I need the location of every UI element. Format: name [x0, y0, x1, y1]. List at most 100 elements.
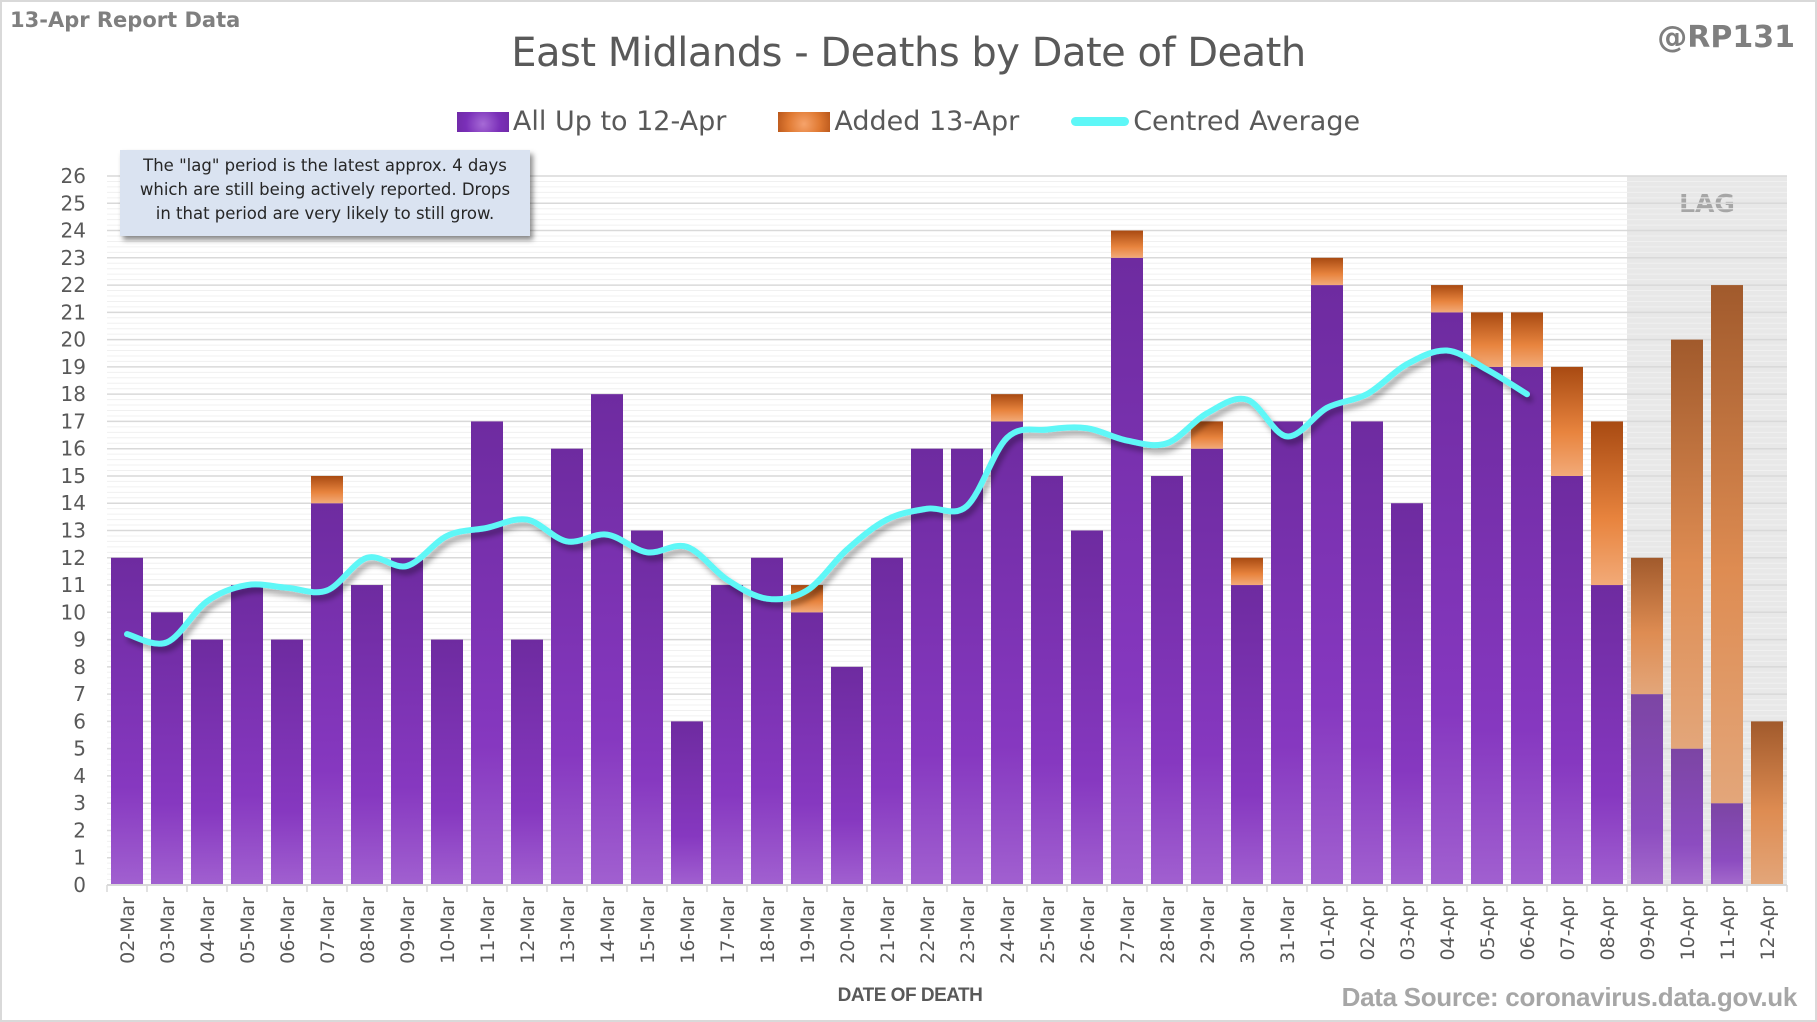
bar-all-up-to-12-apr [391, 557, 423, 885]
x-tick-label: 07-Apr [1557, 897, 1579, 961]
x-tick-label: 13-Mar [557, 897, 579, 964]
y-tick-label: 4 [73, 764, 86, 788]
bar-all-up-to-12-apr [1471, 366, 1503, 885]
bar-all-up-to-12-apr [1631, 694, 1663, 885]
bar-added-13-apr [1111, 230, 1143, 258]
bar-all-up-to-12-apr [1711, 803, 1743, 885]
cyan-line-swatch-icon [1071, 117, 1130, 126]
bar-all-up-to-12-apr [711, 585, 743, 885]
bar-all-up-to-12-apr [1671, 748, 1703, 885]
bar-all-up-to-12-apr [1431, 312, 1463, 885]
x-tick-label: 07-Mar [317, 897, 339, 964]
legend-label: Centred Average [1133, 106, 1361, 137]
y-tick-label: 8 [73, 655, 86, 679]
x-tick-label: 12-Apr [1757, 897, 1779, 961]
bar-added-13-apr [311, 475, 343, 504]
x-tick-label: 30-Mar [1237, 897, 1259, 964]
bar-all-up-to-12-apr [1071, 530, 1103, 885]
lag-note-line: The "lag" period is the latest approx. 4… [143, 156, 507, 175]
bar-all-up-to-12-apr [1111, 257, 1143, 885]
x-tick-label: 25-Mar [1037, 897, 1059, 964]
y-tick-label: 15 [61, 464, 86, 488]
y-tick-label: 2 [73, 818, 86, 842]
bar-added-13-apr [1631, 557, 1663, 695]
bar-all-up-to-12-apr [311, 503, 343, 885]
bar-all-up-to-12-apr [551, 448, 583, 885]
x-axis-title: DATE OF DEATH [837, 985, 983, 1006]
bar-all-up-to-12-apr [191, 639, 223, 885]
bar-all-up-to-12-apr [1191, 448, 1223, 885]
bar-added-13-apr [1431, 285, 1463, 313]
legend-label: Added 13-Apr [834, 106, 1020, 137]
legend-label: All Up to 12-Apr [512, 106, 727, 137]
x-tick-label: 10-Apr [1677, 897, 1699, 961]
x-tick-label: 22-Mar [917, 897, 939, 964]
y-tick-label: 21 [61, 300, 86, 324]
y-tick-label: 17 [61, 409, 86, 433]
x-tick-label: 03-Apr [1397, 897, 1419, 961]
bar-all-up-to-12-apr [1231, 585, 1263, 885]
bar-all-up-to-12-apr [471, 421, 503, 885]
x-tick-label: 09-Mar [397, 897, 419, 964]
lag-note: The "lag" period is the latest approx. 4… [120, 150, 530, 236]
x-tick-label: 06-Apr [1517, 897, 1539, 961]
y-tick-label: 16 [61, 437, 86, 461]
x-tick-label: 11-Mar [477, 897, 499, 964]
bar-all-up-to-12-apr [1391, 503, 1423, 885]
bar-all-up-to-12-apr [151, 612, 183, 885]
x-tick-label: 23-Mar [957, 897, 979, 964]
lag-note-line: in that period are very likely to still … [155, 204, 495, 223]
x-tick-label: 14-Mar [597, 897, 619, 964]
x-tick-label: 28-Mar [1157, 897, 1179, 964]
y-tick-label: 11 [61, 573, 86, 597]
y-tick-label: 10 [61, 600, 86, 624]
x-tick-label: 16-Mar [677, 897, 699, 964]
x-tick-label: 31-Mar [1277, 897, 1299, 964]
bar-all-up-to-12-apr [1031, 475, 1063, 885]
x-tick-label: 05-Apr [1477, 897, 1499, 961]
x-tick-label: 17-Mar [717, 897, 739, 964]
bar-all-up-to-12-apr [991, 421, 1023, 885]
x-tick-label: 01-Apr [1317, 897, 1339, 961]
bar-added-13-apr [1471, 312, 1503, 367]
author-handle: @RP131 [1657, 20, 1795, 55]
y-tick-label: 6 [73, 709, 86, 733]
x-tick-label: 02-Apr [1357, 897, 1379, 961]
bar-all-up-to-12-apr [431, 639, 463, 885]
bar-all-up-to-12-apr [1311, 285, 1343, 886]
legend-item-added: Added 13-Apr [778, 106, 1019, 137]
legend-item-centred-average: Centred Average [1071, 106, 1360, 137]
y-tick-label: 9 [73, 628, 86, 652]
y-tick-label: 24 [61, 219, 86, 243]
bar-all-up-to-12-apr [951, 448, 983, 885]
lag-note-line: which are still being actively reported.… [139, 180, 511, 199]
bar-all-up-to-12-apr [911, 448, 943, 885]
bar-all-up-to-12-apr [111, 557, 143, 885]
bar-added-13-apr [1751, 721, 1783, 885]
y-tick-label: 5 [73, 737, 86, 761]
bar-all-up-to-12-apr [271, 639, 303, 885]
bar-all-up-to-12-apr [671, 721, 703, 885]
bar-all-up-to-12-apr [631, 530, 663, 885]
bar-added-13-apr [1551, 366, 1583, 476]
y-tick-label: 22 [61, 273, 86, 297]
y-tick-label: 3 [73, 791, 86, 815]
bar-all-up-to-12-apr [591, 394, 623, 885]
x-tick-label: 18-Mar [757, 897, 779, 964]
bar-all-up-to-12-apr [791, 612, 823, 885]
y-tick-label: 1 [73, 846, 86, 870]
bar-all-up-to-12-apr [1351, 421, 1383, 885]
bar-added-13-apr [1591, 421, 1623, 586]
x-tick-label: 11-Apr [1717, 897, 1739, 961]
legend: All Up to 12-Apr Added 13-Apr Centred Av… [0, 106, 1817, 137]
x-tick-label: 02-Mar [117, 897, 139, 964]
chart-title: East Midlands - Deaths by Date of Death [511, 30, 1306, 76]
bar-all-up-to-12-apr [1551, 475, 1583, 885]
bar-all-up-to-12-apr [831, 666, 863, 885]
bar-added-13-apr [1191, 421, 1223, 449]
x-tick-label: 04-Mar [197, 897, 219, 964]
purple-bar-swatch-icon [456, 111, 509, 132]
y-tick-label: 12 [61, 546, 86, 570]
y-tick-label: 18 [61, 382, 86, 406]
x-tick-label: 10-Mar [437, 897, 459, 964]
